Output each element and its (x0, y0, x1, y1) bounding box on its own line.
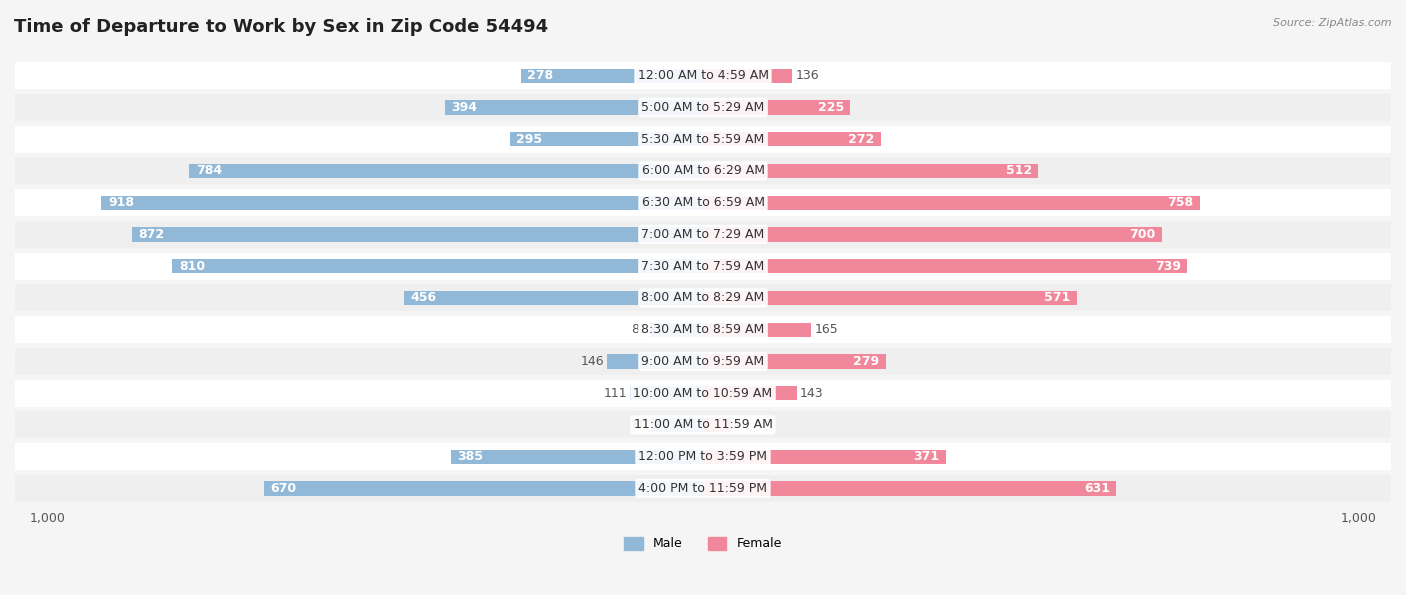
Bar (703, 322, 811, 337)
Bar (173, 259, 703, 273)
Text: 81: 81 (631, 323, 647, 336)
Text: 225: 225 (818, 101, 844, 114)
Text: 11:00 AM to 11:59 AM: 11:00 AM to 11:59 AM (634, 418, 772, 431)
Bar (132, 227, 703, 242)
Text: 279: 279 (853, 355, 879, 368)
Bar (703, 481, 1116, 496)
Text: 12:00 PM to 3:59 PM: 12:00 PM to 3:59 PM (638, 450, 768, 463)
Text: 12:00 AM to 4:59 AM: 12:00 AM to 4:59 AM (637, 69, 769, 82)
Bar (651, 418, 703, 432)
Bar (101, 196, 703, 210)
Text: 810: 810 (179, 259, 205, 273)
Text: 6:00 AM to 6:29 AM: 6:00 AM to 6:29 AM (641, 164, 765, 177)
Text: 700: 700 (1129, 228, 1156, 241)
Bar (0, 253, 1406, 280)
Text: 512: 512 (1005, 164, 1032, 177)
Bar (703, 418, 731, 432)
Text: 143: 143 (800, 387, 824, 400)
Text: 670: 670 (270, 482, 297, 495)
Text: 571: 571 (1045, 292, 1070, 305)
Bar (0, 316, 1406, 343)
Text: 631: 631 (1084, 482, 1109, 495)
Bar (0, 158, 1406, 184)
Bar (0, 380, 1406, 406)
Text: 7:00 AM to 7:29 AM: 7:00 AM to 7:29 AM (641, 228, 765, 241)
Bar (444, 101, 703, 115)
Text: 10:00 AM to 10:59 AM: 10:00 AM to 10:59 AM (634, 387, 772, 400)
Bar (703, 354, 886, 368)
Bar (0, 475, 1406, 502)
Text: Source: ZipAtlas.com: Source: ZipAtlas.com (1274, 18, 1392, 28)
Text: 165: 165 (814, 323, 838, 336)
Bar (703, 227, 1161, 242)
Bar (630, 386, 703, 400)
Bar (607, 354, 703, 368)
Text: 371: 371 (914, 450, 939, 463)
Bar (0, 284, 1406, 311)
Text: 136: 136 (796, 69, 820, 82)
Text: 758: 758 (1167, 196, 1194, 209)
Text: 80: 80 (631, 418, 647, 431)
Bar (0, 126, 1406, 153)
Text: 739: 739 (1154, 259, 1181, 273)
Bar (703, 68, 792, 83)
Text: 111: 111 (603, 387, 627, 400)
Bar (0, 348, 1406, 375)
Bar (703, 196, 1199, 210)
Text: 5:30 AM to 5:59 AM: 5:30 AM to 5:59 AM (641, 133, 765, 146)
Text: 42: 42 (734, 418, 749, 431)
Bar (510, 132, 703, 146)
Bar (264, 481, 703, 496)
Bar (0, 411, 1406, 439)
Text: 784: 784 (195, 164, 222, 177)
Text: 918: 918 (108, 196, 134, 209)
Text: 7:30 AM to 7:59 AM: 7:30 AM to 7:59 AM (641, 259, 765, 273)
Text: 394: 394 (451, 101, 478, 114)
Text: 872: 872 (138, 228, 165, 241)
Bar (703, 132, 882, 146)
Bar (520, 68, 703, 83)
Bar (190, 164, 703, 178)
Text: 295: 295 (516, 133, 543, 146)
Bar (451, 450, 703, 464)
Text: 456: 456 (411, 292, 437, 305)
Bar (703, 386, 797, 400)
Text: 8:30 AM to 8:59 AM: 8:30 AM to 8:59 AM (641, 323, 765, 336)
Bar (404, 291, 703, 305)
Bar (703, 164, 1039, 178)
Text: 6:30 AM to 6:59 AM: 6:30 AM to 6:59 AM (641, 196, 765, 209)
Text: 8:00 AM to 8:29 AM: 8:00 AM to 8:29 AM (641, 292, 765, 305)
Text: 278: 278 (527, 69, 554, 82)
Text: 4:00 PM to 11:59 PM: 4:00 PM to 11:59 PM (638, 482, 768, 495)
Bar (0, 221, 1406, 248)
Text: 272: 272 (848, 133, 875, 146)
Bar (703, 450, 946, 464)
Bar (0, 189, 1406, 216)
Bar (703, 259, 1187, 273)
Text: 385: 385 (457, 450, 484, 463)
Bar (0, 62, 1406, 89)
Text: 5:00 AM to 5:29 AM: 5:00 AM to 5:29 AM (641, 101, 765, 114)
Bar (0, 94, 1406, 121)
Text: 146: 146 (581, 355, 605, 368)
Bar (703, 101, 851, 115)
Bar (0, 443, 1406, 470)
Bar (703, 291, 1077, 305)
Legend: Male, Female: Male, Female (619, 532, 787, 555)
Bar (650, 322, 703, 337)
Text: 9:00 AM to 9:59 AM: 9:00 AM to 9:59 AM (641, 355, 765, 368)
Text: Time of Departure to Work by Sex in Zip Code 54494: Time of Departure to Work by Sex in Zip … (14, 18, 548, 36)
